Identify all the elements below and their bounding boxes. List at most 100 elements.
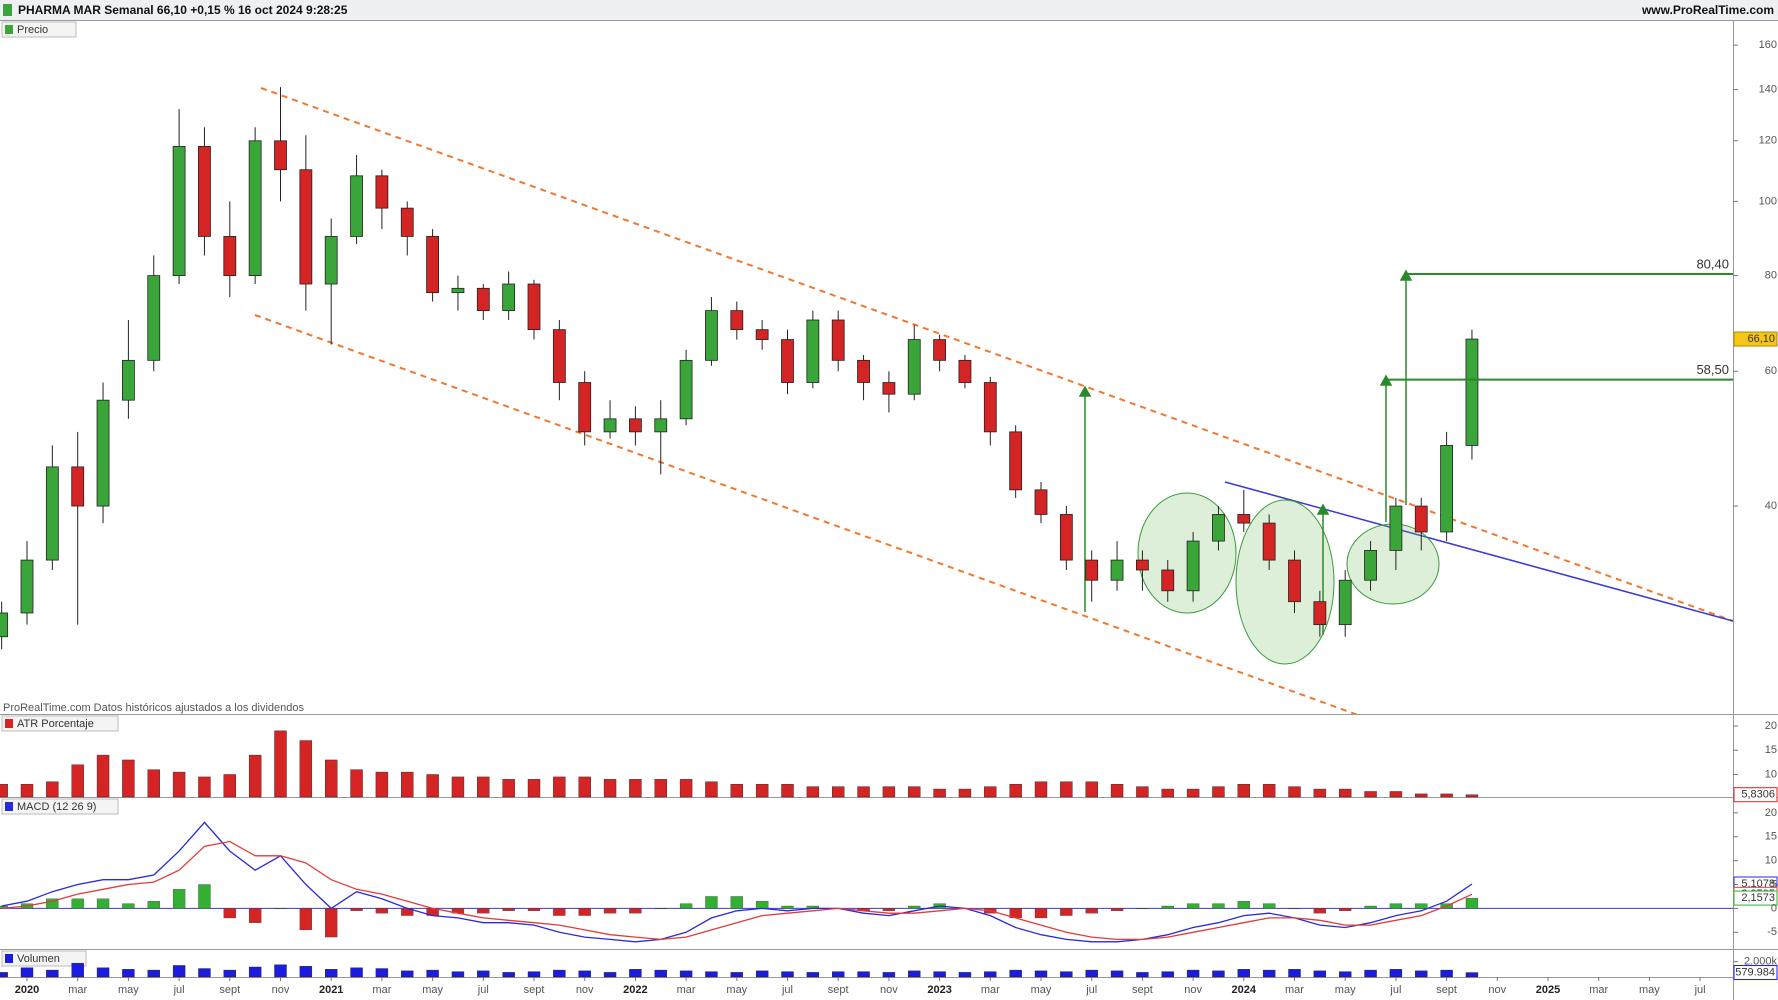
histogram-bar [1110, 908, 1124, 911]
candle-body [248, 140, 262, 277]
bar [502, 779, 515, 798]
target-label: 80,40 [1696, 256, 1729, 271]
histogram-bar [781, 905, 794, 909]
candle-body [426, 236, 440, 294]
panel-tag[interactable] [1, 798, 119, 815]
histogram-bar [375, 908, 389, 914]
bar [679, 970, 693, 978]
bar [147, 969, 160, 978]
candle-body [0, 612, 9, 638]
bar [1288, 786, 1301, 798]
x-tick-label: 2023 [927, 984, 951, 996]
bar [1338, 788, 1352, 798]
candle-body [476, 287, 490, 312]
bar [350, 967, 363, 978]
panel-tag[interactable] [1, 21, 77, 38]
bar [0, 783, 8, 798]
panel-tag[interactable] [1, 950, 87, 967]
histogram-bar [679, 903, 693, 909]
histogram-bar [350, 908, 363, 911]
macd-line [1, 840, 1473, 941]
candle-body [1034, 489, 1048, 515]
x-tick-label: sept [1436, 984, 1457, 996]
bar [1440, 969, 1453, 978]
y-tick-label: 20 [1765, 807, 1777, 819]
header-title: PHARMA MAR Semanal 66,10 +0,15 % 16 oct … [18, 3, 348, 17]
histogram-bar [248, 908, 262, 923]
x-tick-label: nov [272, 984, 290, 996]
candle-body [1440, 445, 1453, 533]
histogram-bar [1161, 905, 1174, 909]
bar [20, 783, 34, 798]
bar [96, 967, 110, 978]
histogram-bar [1313, 908, 1326, 914]
x-tick-label: jul [477, 984, 489, 996]
bar [1085, 781, 1098, 798]
bar [1288, 969, 1301, 978]
x-tick-label: sept [828, 984, 849, 996]
histogram-bar [122, 903, 135, 909]
candle-body [882, 382, 896, 395]
candle-body [324, 236, 338, 285]
x-tick-label: sept [219, 984, 240, 996]
bar [578, 776, 591, 798]
candle-body [1186, 540, 1200, 592]
candle-body [400, 207, 414, 237]
bar [1212, 970, 1225, 978]
bar [451, 776, 465, 798]
candle-body [122, 359, 135, 401]
channel-upper [260, 87, 1733, 622]
candle-body [502, 283, 516, 312]
y-tick-label: 10 [1765, 768, 1777, 780]
bar [1186, 969, 1200, 978]
bar [122, 759, 135, 798]
histogram-bar [1085, 908, 1098, 914]
x-tick-label: jul [781, 984, 793, 996]
header-site[interactable]: www.ProRealTime.com [1641, 3, 1774, 17]
panel-icon [5, 719, 13, 728]
x-tick-label: mar [372, 984, 391, 996]
x-tick-label: may [1031, 984, 1052, 996]
bar [603, 972, 617, 978]
bar [299, 966, 313, 978]
bar [806, 972, 820, 978]
histogram-bar [1263, 903, 1276, 909]
bar [984, 786, 997, 798]
last-value-box [1733, 787, 1778, 803]
bar [1186, 788, 1200, 798]
bar [1110, 783, 1124, 798]
candle-body [983, 382, 997, 433]
bar [248, 754, 262, 798]
candle-body [451, 287, 465, 294]
last-value-label: 579.984 [1735, 966, 1775, 978]
histogram-bar [705, 896, 718, 909]
panel-title: Volumen [17, 953, 60, 965]
candle-body [806, 319, 820, 383]
candle-body [1338, 579, 1352, 626]
histogram-bar [629, 908, 642, 914]
panel-icon [5, 954, 13, 963]
histogram-bar [553, 908, 566, 916]
bar [375, 771, 389, 798]
histogram-bar [1339, 908, 1352, 911]
x-tick-label: may [118, 984, 139, 996]
bar [172, 771, 186, 798]
y-tick-label: 120 [1759, 135, 1777, 147]
candle-body [375, 175, 389, 209]
candle-body [1059, 514, 1073, 561]
bar [603, 779, 617, 798]
candle-body [730, 310, 744, 331]
histogram-bar [1237, 901, 1250, 909]
histogram-bar [223, 908, 236, 919]
y-tick-label: 20 [1765, 720, 1777, 732]
bar [730, 972, 743, 978]
y-tick-label: 0 [1771, 902, 1777, 914]
panel-tag[interactable] [1, 715, 119, 732]
bar [933, 971, 946, 978]
y-tick-label: 2.000k [1744, 956, 1778, 968]
bar [553, 969, 566, 978]
bar [1060, 971, 1073, 978]
bar [1136, 786, 1149, 798]
candle-body [350, 175, 363, 237]
bar [1161, 971, 1174, 978]
